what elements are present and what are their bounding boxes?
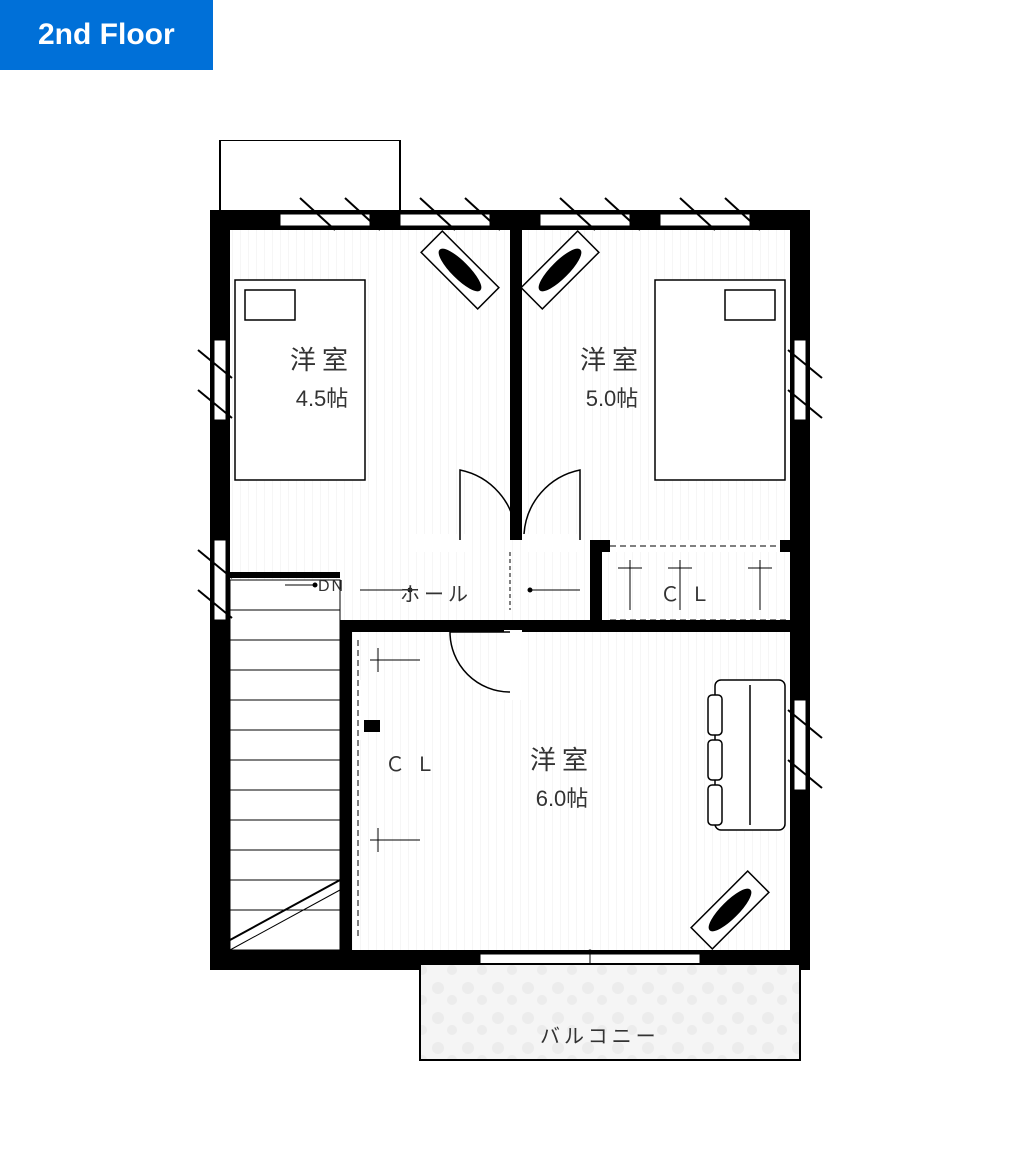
room-name: 洋室 xyxy=(580,340,644,377)
room-name: 洋室 xyxy=(290,340,354,377)
room-name: 洋室 xyxy=(530,740,594,777)
floor-label: 2nd Floor xyxy=(0,0,213,70)
balcony-label: バルコニー xyxy=(540,1020,660,1049)
room-label-nw: 洋室 4.5帖 xyxy=(290,340,354,413)
room-size: 5.0帖 xyxy=(580,381,644,413)
stair-dn-label: DN xyxy=(318,578,345,596)
room-label-ne: 洋室 5.0帖 xyxy=(580,340,644,413)
room-size: 6.0帖 xyxy=(530,781,594,813)
floorplan: 洋室 4.5帖 洋室 5.0帖 洋室 6.0帖 ホール ＣＬ ＣＬ DN バルコ… xyxy=(160,140,860,1100)
stairs xyxy=(230,580,340,950)
closet-label-sw: ＣＬ xyxy=(385,748,445,777)
closet-label-e: ＣＬ xyxy=(660,578,720,607)
room-size: 4.5帖 xyxy=(290,381,354,413)
hall-label: ホール xyxy=(400,578,472,607)
room-label-s: 洋室 6.0帖 xyxy=(530,740,594,813)
